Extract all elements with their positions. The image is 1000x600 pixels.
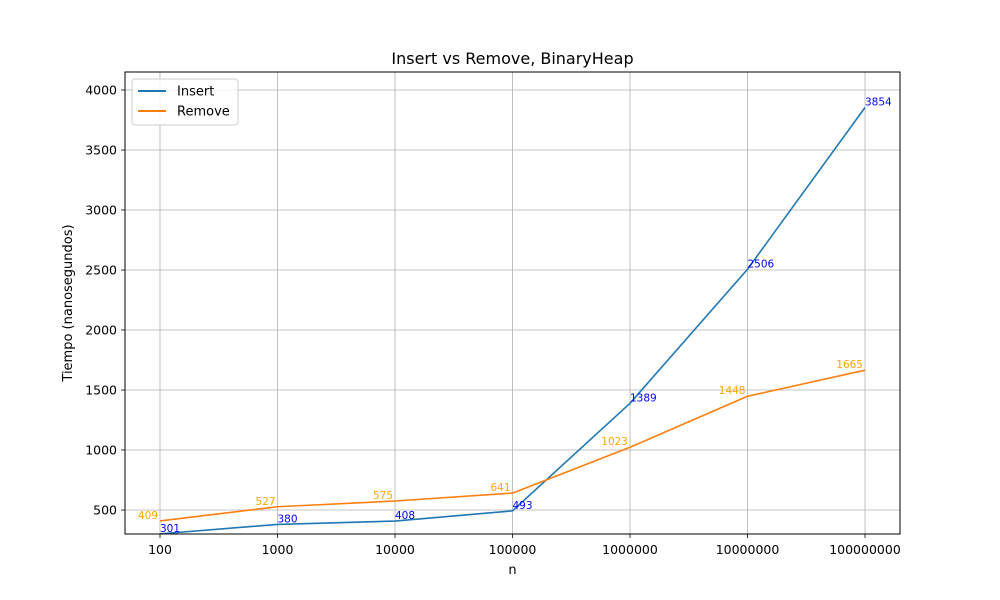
data-label-insert: 301: [160, 523, 180, 535]
data-label-insert: 408: [395, 510, 415, 522]
y-axis-label: Tiempo (nanosegundos): [61, 224, 76, 382]
data-label-insert: 1389: [630, 392, 657, 404]
series-line-insert: [159, 107, 866, 535]
y-tick-label: 2000: [85, 323, 117, 338]
y-tick-label: 1000: [85, 443, 117, 458]
x-tick-label: 1000000: [602, 542, 658, 557]
x-tick-label: 100000: [489, 542, 537, 557]
x-tick-label: 10000: [375, 542, 415, 557]
series-lines: [159, 107, 866, 535]
y-tick-label: 3000: [85, 203, 117, 218]
data-label-remove: 575: [373, 490, 393, 502]
series-line-remove: [159, 369, 866, 522]
y-tick-label: 2500: [85, 263, 117, 278]
data-label-remove: 527: [255, 496, 275, 508]
legend: Insert Remove: [131, 78, 239, 126]
data-label-insert: 493: [513, 500, 533, 512]
x-tick-label: 1000: [262, 542, 294, 557]
x-tick-label: 100: [148, 542, 172, 557]
data-label-insert: 2506: [748, 258, 775, 270]
axis-ticks: 100 1000 10000 100000 1000000 10000000 1000000…: [85, 83, 901, 558]
y-tick-label: 1500: [85, 383, 117, 398]
legend-label-remove: Remove: [177, 105, 230, 120]
y-tick-label: 4000: [85, 83, 117, 98]
data-labels: 301 380 408 493 1389 2506 3854 409 527 575 641 1023…: [138, 97, 892, 535]
y-tick-label: 500: [93, 503, 117, 518]
data-label-remove: 1023: [601, 436, 628, 448]
legend-label-insert: Insert: [177, 85, 214, 100]
y-tick-label: 3500: [85, 143, 117, 158]
data-label-insert: 380: [278, 513, 298, 525]
x-tick-label: 10000000: [716, 542, 780, 557]
chart-title: Insert vs Remove, BinaryHeap: [391, 49, 633, 68]
x-tick-label: 100000000: [829, 542, 901, 557]
data-label-remove: 409: [138, 510, 158, 522]
data-label-remove: 1448: [719, 385, 746, 397]
data-label-insert: 3854: [865, 97, 892, 109]
data-label-remove: 1665: [836, 359, 863, 371]
data-label-remove: 641: [490, 482, 510, 494]
x-axis-label: n: [508, 563, 516, 578]
